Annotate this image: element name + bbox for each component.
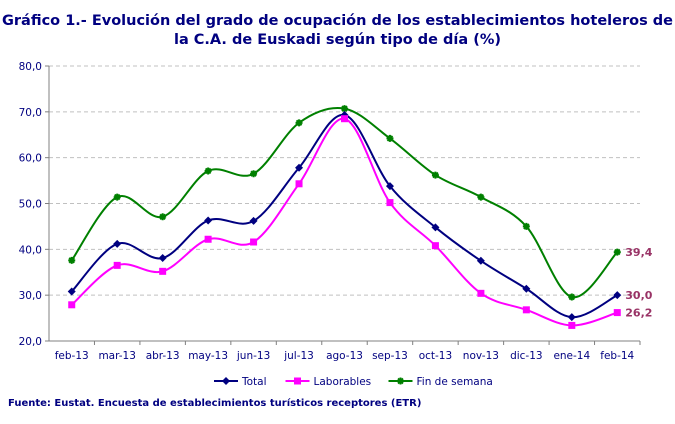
data-point bbox=[613, 291, 622, 300]
data-point bbox=[613, 309, 621, 317]
x-tick-label: abr-13 bbox=[146, 350, 180, 362]
data-point bbox=[522, 284, 531, 293]
x-tick-label: ene-14 bbox=[553, 350, 590, 362]
data-point bbox=[567, 313, 576, 322]
legend-label: Laborables bbox=[314, 376, 372, 388]
data-point bbox=[159, 267, 167, 275]
data-point bbox=[431, 223, 440, 232]
data-point bbox=[68, 256, 76, 264]
data-point bbox=[204, 216, 213, 225]
y-tick-label: 70,0 bbox=[19, 107, 42, 119]
legend-marker bbox=[397, 377, 404, 385]
data-point bbox=[295, 163, 304, 172]
x-tick-label: nov-13 bbox=[463, 350, 499, 362]
x-tick-label: oct-13 bbox=[419, 350, 452, 362]
data-point bbox=[295, 180, 303, 188]
y-tick-label: 30,0 bbox=[19, 290, 42, 302]
data-label: 26,2 bbox=[625, 307, 652, 320]
y-tick-label: 60,0 bbox=[19, 153, 42, 165]
x-tick-label: feb-14 bbox=[600, 350, 634, 362]
x-tick-label: ago-13 bbox=[326, 350, 363, 362]
data-point bbox=[250, 170, 258, 178]
legend-marker bbox=[222, 377, 230, 385]
data-point bbox=[113, 193, 121, 201]
data-label: 30,0 bbox=[625, 289, 652, 302]
legend-label: Fin de semana bbox=[417, 376, 493, 388]
data-point bbox=[295, 119, 303, 127]
y-tick-label: 80,0 bbox=[19, 61, 42, 73]
data-point bbox=[113, 261, 121, 269]
x-tick-label: dic-13 bbox=[510, 350, 543, 362]
data-label: 39,4 bbox=[625, 246, 652, 259]
source-note: Fuente: Eustat. Encuesta de establecimie… bbox=[8, 398, 422, 409]
x-tick-label: jul-13 bbox=[283, 350, 314, 362]
x-tick-label: feb-13 bbox=[55, 350, 89, 362]
x-tick-label: jun-13 bbox=[236, 350, 270, 362]
legend-label: Total bbox=[241, 376, 267, 388]
data-point bbox=[477, 289, 485, 297]
data-point bbox=[613, 248, 621, 256]
y-tick-label: 20,0 bbox=[19, 336, 42, 348]
data-point bbox=[68, 301, 76, 309]
data-point bbox=[204, 235, 212, 243]
data-point bbox=[431, 171, 439, 179]
data-point bbox=[341, 105, 348, 113]
data-point bbox=[204, 167, 212, 175]
series-line-fin-de-semana bbox=[70, 107, 619, 299]
data-point bbox=[158, 254, 167, 263]
data-point bbox=[522, 222, 530, 230]
data-point bbox=[386, 134, 394, 142]
data-point bbox=[341, 115, 348, 123]
legend-marker bbox=[294, 377, 301, 385]
x-tick-label: may-13 bbox=[188, 350, 228, 362]
data-point bbox=[249, 216, 258, 225]
data-point bbox=[113, 239, 122, 248]
data-point bbox=[431, 242, 439, 250]
data-point bbox=[522, 306, 530, 314]
data-point bbox=[477, 193, 485, 201]
data-point bbox=[568, 321, 576, 329]
data-point bbox=[385, 182, 394, 191]
data-point bbox=[159, 213, 167, 221]
data-point bbox=[568, 293, 576, 301]
data-point bbox=[476, 256, 485, 265]
y-tick-label: 50,0 bbox=[19, 199, 42, 211]
chart-title: Gráfico 1.- Evolución del grado de ocupa… bbox=[2, 13, 673, 48]
y-tick-label: 40,0 bbox=[19, 244, 42, 256]
data-point bbox=[386, 199, 394, 207]
data-point bbox=[250, 238, 258, 246]
x-tick-label: sep-13 bbox=[372, 350, 408, 362]
x-tick-label: mar-13 bbox=[98, 350, 135, 362]
data-point bbox=[67, 287, 76, 296]
